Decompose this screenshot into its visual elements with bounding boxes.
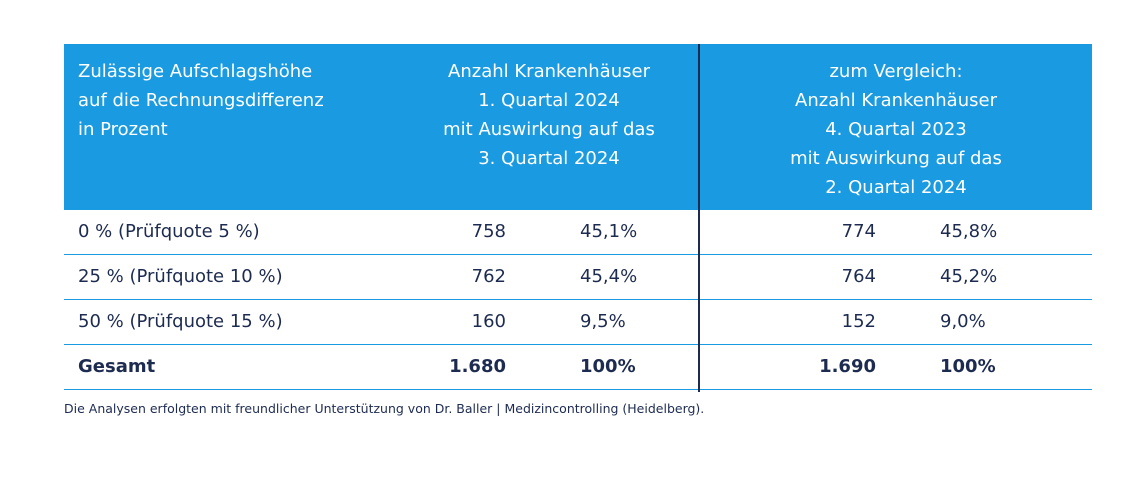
header-line: Zulässige Aufschlagshöhe [78, 61, 313, 82]
header-col-aufschlag: Zulässige Aufschlagshöhe auf die Rechnun… [78, 57, 408, 144]
header-line: 4. Quartal 2023 [825, 119, 967, 140]
header-line: Anzahl Krankenhäuser [448, 61, 650, 82]
column-divider [698, 44, 700, 392]
header-line: in Prozent [78, 119, 168, 140]
percent-2023: 9,0% [940, 311, 986, 332]
row-label: 25 % (Prüfquote 10 %) [78, 266, 283, 287]
header-col-vergleich: zum Vergleich: Anzahl Krankenhäuser 4. Q… [700, 57, 1092, 202]
header-line: auf die Rechnungsdifferenz [78, 90, 324, 111]
count-2023: 774 [841, 221, 876, 242]
header-line: mit Auswirkung auf das [443, 119, 655, 140]
count-2024: 758 [471, 221, 506, 242]
table-row: 50 % (Prüfquote 15 %) 160 9,5% 152 9,0% [64, 300, 1092, 345]
header-line: 2. Quartal 2024 [825, 177, 967, 198]
total-percent-2023: 100% [940, 356, 996, 377]
header-line: Anzahl Krankenhäuser [795, 90, 997, 111]
percent-2024: 45,4% [580, 266, 638, 287]
count-2024: 762 [471, 266, 506, 287]
header-line: mit Auswirkung auf das [790, 148, 1002, 169]
header-col-2024: Anzahl Krankenhäuser 1. Quartal 2024 mit… [404, 57, 694, 173]
total-count-2023: 1.690 [819, 356, 876, 377]
footnote: Die Analysen erfolgten mit freundlicher … [64, 401, 705, 416]
percent-2023: 45,8% [940, 221, 998, 242]
data-table: Zulässige Aufschlagshöhe auf die Rechnun… [64, 44, 1092, 392]
header-line: zum Vergleich: [829, 61, 963, 82]
percent-2023: 45,2% [940, 266, 998, 287]
header-line: 1. Quartal 2024 [478, 90, 620, 111]
total-label: Gesamt [78, 356, 156, 377]
total-percent-2024: 100% [580, 356, 636, 377]
percent-2024: 9,5% [580, 311, 626, 332]
total-row: Gesamt 1.680 100% 1.690 100% [64, 345, 1092, 390]
header-line: 3. Quartal 2024 [478, 148, 620, 169]
percent-2024: 45,1% [580, 221, 638, 242]
row-label: 0 % (Prüfquote 5 %) [78, 221, 260, 242]
count-2023: 764 [841, 266, 876, 287]
total-count-2024: 1.680 [449, 356, 506, 377]
table-header: Zulässige Aufschlagshöhe auf die Rechnun… [64, 44, 1092, 210]
row-label: 50 % (Prüfquote 15 %) [78, 311, 283, 332]
table-row: 25 % (Prüfquote 10 %) 762 45,4% 764 45,2… [64, 255, 1092, 300]
table-row: 0 % (Prüfquote 5 %) 758 45,1% 774 45,8% [64, 210, 1092, 255]
count-2023: 152 [841, 311, 876, 332]
count-2024: 160 [471, 311, 506, 332]
